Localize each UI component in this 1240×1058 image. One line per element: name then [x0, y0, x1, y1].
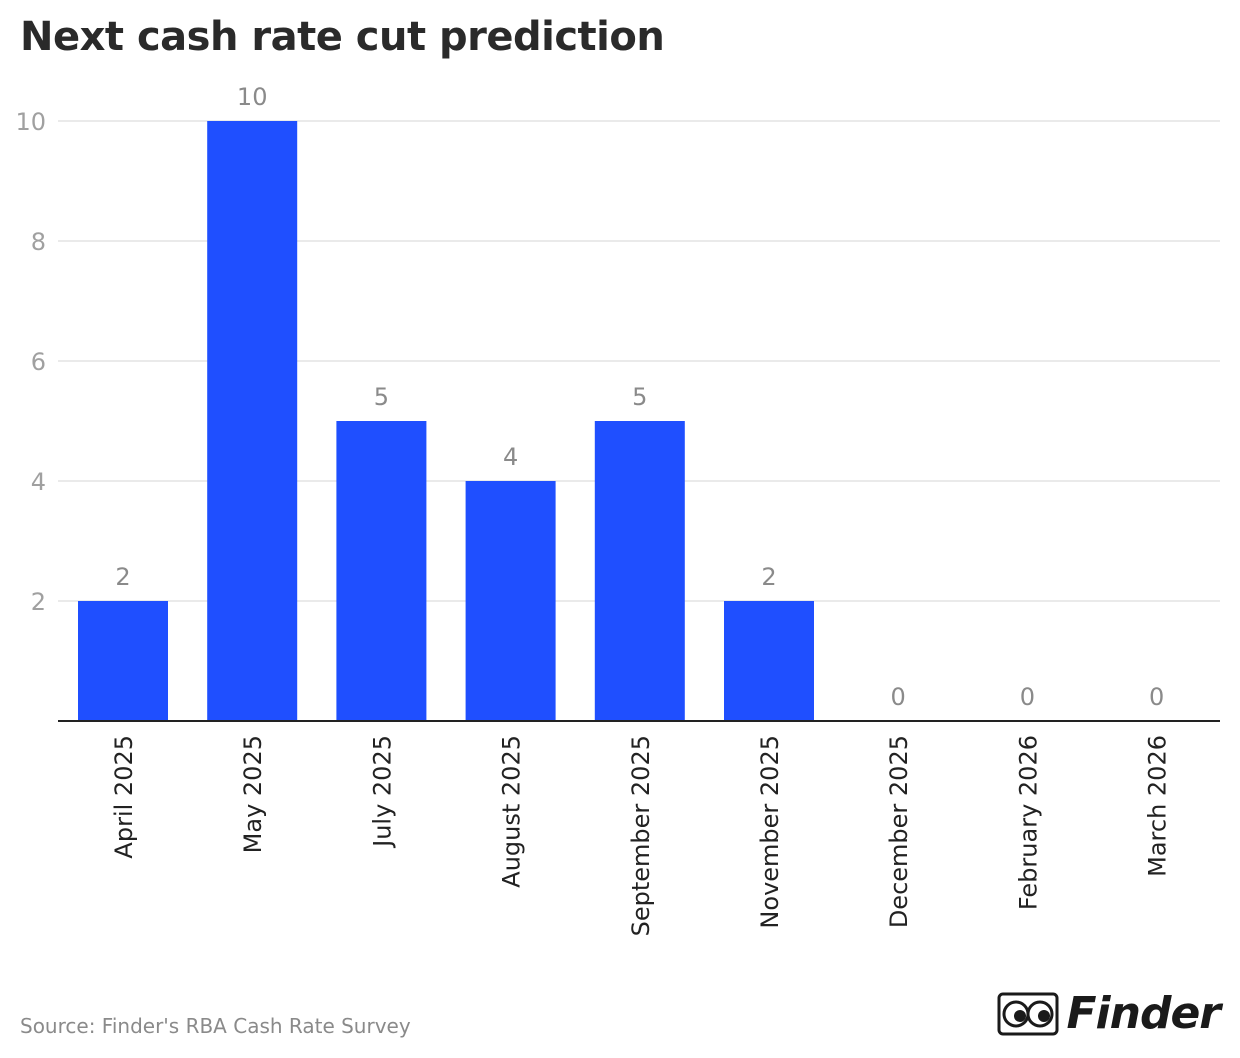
data-label: 0 [1020, 683, 1035, 711]
data-label: 0 [1149, 683, 1164, 711]
y-tick-label: 6 [31, 348, 46, 376]
data-label: 5 [374, 383, 389, 411]
y-tick-label: 4 [31, 468, 46, 496]
data-label: 0 [891, 683, 906, 711]
y-tick-label: 10 [15, 108, 46, 136]
bar [78, 601, 168, 721]
x-tick-label: February 2026 [1014, 735, 1042, 910]
brand-name: Finder [1066, 988, 1221, 1039]
x-tick-label: July 2025 [368, 735, 396, 849]
y-tick-label: 2 [31, 588, 46, 616]
source-note: Source: Finder's RBA Cash Rate Survey [20, 1014, 411, 1038]
data-label: 2 [761, 563, 776, 591]
y-tick-label: 8 [31, 228, 46, 256]
x-tick-label: September 2025 [627, 735, 655, 936]
finder-logo: Finder [997, 988, 1221, 1039]
x-tick-label: August 2025 [498, 735, 526, 888]
bar [336, 421, 427, 721]
data-label: 2 [115, 563, 130, 591]
x-tick-label: November 2025 [756, 735, 784, 929]
data-label: 5 [632, 383, 647, 411]
bar [724, 601, 814, 721]
finder-eyes-logo-icon [997, 992, 1058, 1035]
bar [465, 481, 556, 721]
data-label: 10 [237, 83, 268, 111]
bar [594, 421, 685, 721]
x-tick-label: December 2025 [885, 735, 913, 928]
x-tick-label: May 2025 [239, 735, 267, 853]
x-tick-label: April 2025 [110, 735, 138, 859]
x-tick-label: March 2026 [1144, 735, 1172, 877]
bar [207, 121, 298, 721]
data-label: 4 [503, 443, 518, 471]
chart-title: Next cash rate cut prediction [20, 14, 665, 60]
